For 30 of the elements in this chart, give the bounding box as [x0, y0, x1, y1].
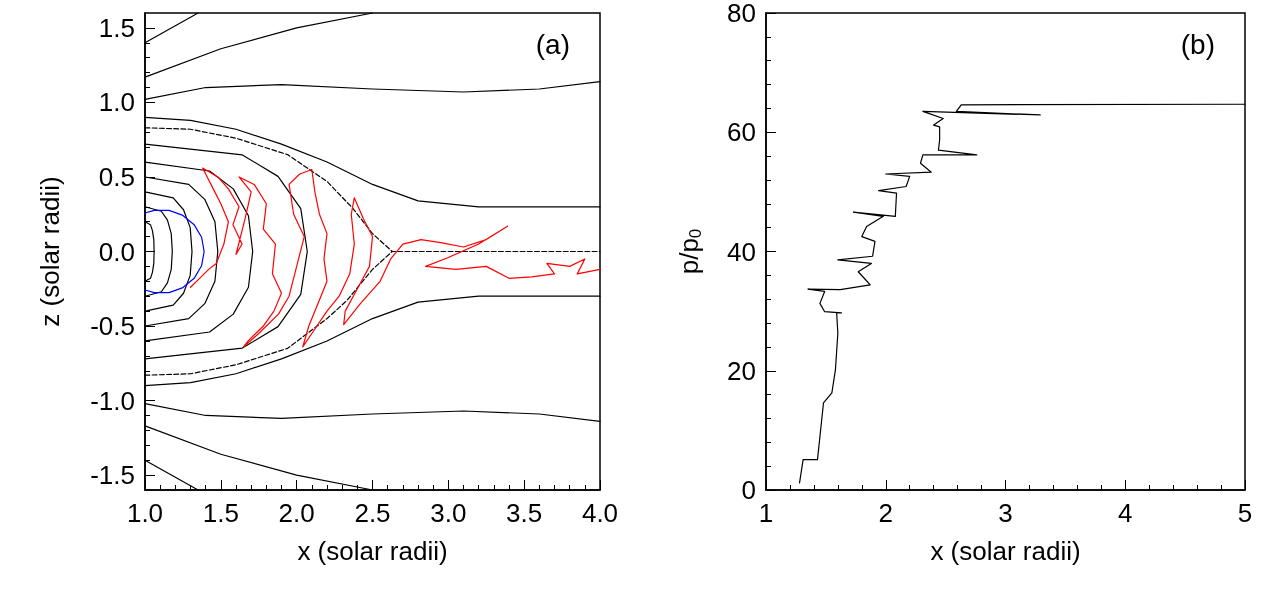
- x-tick-label: 3: [998, 498, 1013, 528]
- annotation: (b): [1180, 28, 1216, 60]
- y-tick-label: 80: [727, 0, 756, 28]
- x-tick-label: 5: [1237, 498, 1253, 528]
- x-tick-label: 1.0: [126, 498, 164, 528]
- y-tick-label: 40: [727, 236, 756, 267]
- y-tick-label: 1.0: [98, 87, 135, 118]
- x-tick-label: 2.0: [278, 498, 315, 528]
- y-tick-label: 0.5: [98, 161, 135, 192]
- x-tick-label: 1.5: [202, 498, 239, 528]
- x-axis-title: x (solar radii): [297, 536, 448, 566]
- y-axis-title: p/p0: [673, 228, 705, 275]
- x-tick-label: 3.5: [506, 498, 543, 528]
- y-tick-label: 60: [727, 117, 756, 148]
- y-tick-label: -0.5: [90, 311, 135, 342]
- y-tick-label: 1.5: [98, 12, 135, 43]
- x-tick-label: 1: [758, 498, 774, 528]
- x-tick-label: 3.0: [430, 498, 467, 528]
- y-tick-label: 20: [727, 355, 756, 386]
- y-tick-label: -1.0: [90, 385, 135, 416]
- y-axis-title: z (solar radii): [35, 176, 65, 327]
- x-tick-label: 4: [1118, 498, 1133, 528]
- y-tick-label: 0: [741, 475, 756, 505]
- y-tick-label: 0.0: [98, 236, 135, 267]
- y-tick-label: -1.5: [90, 460, 135, 491]
- x-tick-label: 4.0: [581, 498, 619, 528]
- x-tick-label: 2.5: [354, 498, 391, 528]
- x-tick-label: 2: [878, 498, 893, 528]
- annotation: (a): [535, 28, 571, 60]
- x-axis-title: x (solar radii): [930, 536, 1081, 566]
